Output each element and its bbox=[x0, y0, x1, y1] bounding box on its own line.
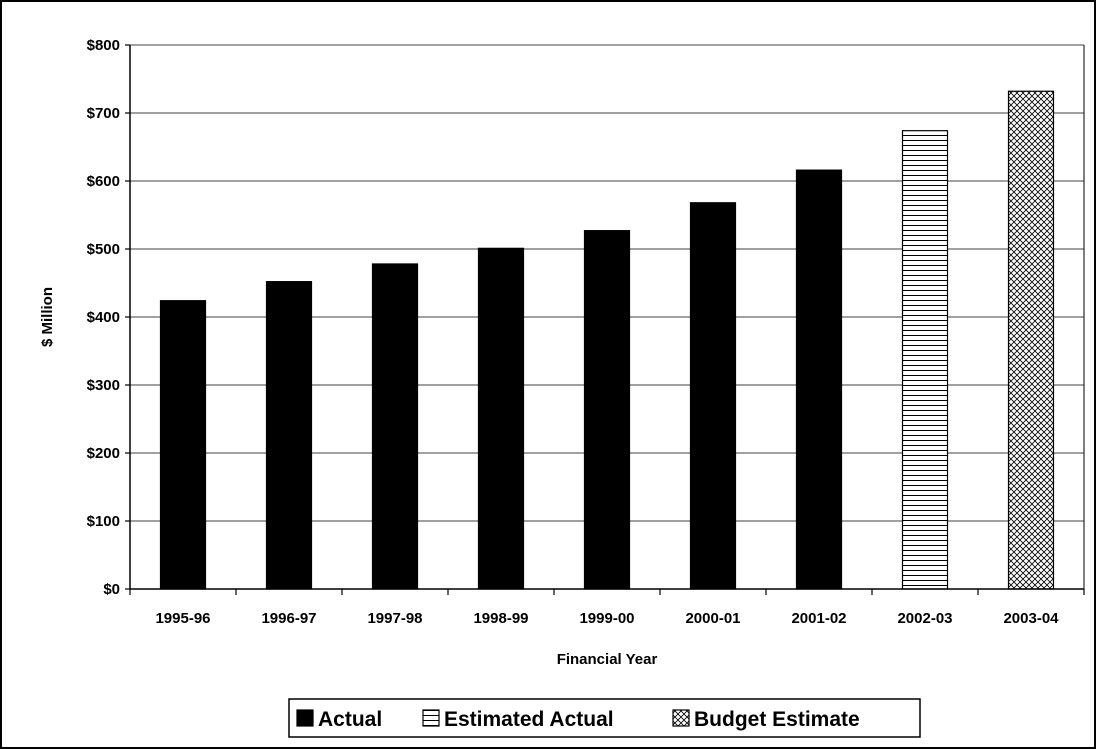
y-tick-label: $700 bbox=[87, 105, 120, 122]
bar-actual bbox=[477, 247, 525, 590]
x-ticks: 1995-96 1996-97 1997-98 1998-99 1999-00 2000-… bbox=[129, 589, 1085, 627]
bars bbox=[159, 90, 1055, 590]
legend-label: Estimated Actual bbox=[444, 708, 614, 731]
x-tick-label: 1995-96 bbox=[155, 610, 210, 627]
y-tick-label: $800 bbox=[87, 37, 120, 54]
x-tick-label: 2002-03 bbox=[897, 610, 952, 627]
bar-actual bbox=[371, 263, 419, 590]
bar-actual bbox=[795, 169, 843, 590]
legend-swatch bbox=[672, 709, 690, 727]
legend-label: Budget Estimate bbox=[694, 708, 860, 731]
y-tick-label: $400 bbox=[87, 309, 120, 326]
legend: Actual Estimated Actual Budget Estimate bbox=[288, 698, 921, 738]
y-axis-title: $ Million bbox=[39, 287, 56, 347]
legend-swatch bbox=[296, 709, 314, 727]
legend-items: Actual Estimated Actual Budget Estimate bbox=[296, 708, 860, 731]
x-tick-label: 1999-00 bbox=[579, 610, 634, 627]
x-tick-label: 2001-02 bbox=[791, 610, 846, 627]
y-tick-label: $100 bbox=[87, 513, 120, 530]
legend-swatch bbox=[422, 709, 440, 727]
bar-estimated-actual bbox=[901, 130, 949, 590]
x-tick-label: 2003-04 bbox=[1003, 610, 1059, 627]
x-tick-label: 2000-01 bbox=[685, 610, 740, 627]
bar-actual bbox=[689, 202, 737, 590]
legend-label: Actual bbox=[318, 708, 382, 731]
y-tick-label: $600 bbox=[87, 173, 120, 190]
bar-actual bbox=[159, 300, 207, 590]
bar-actual bbox=[265, 281, 313, 590]
x-axis-title: Financial Year bbox=[557, 651, 658, 668]
x-tick-label: 1996-97 bbox=[261, 610, 316, 627]
bar-budget-estimate bbox=[1007, 90, 1055, 590]
legend-box bbox=[288, 698, 921, 738]
y-tick-label: $200 bbox=[87, 445, 120, 462]
bar-actual bbox=[583, 230, 631, 590]
x-tick-label: 1997-98 bbox=[367, 610, 422, 627]
x-tick-label: 1998-99 bbox=[473, 610, 528, 627]
y-tick-label: $500 bbox=[87, 241, 120, 258]
y-tick-label: $300 bbox=[87, 377, 120, 394]
y-tick-label: $0 bbox=[103, 581, 120, 598]
y-ticks: $0 $100 $200 $300 $400 $500 $600 $700 $800 bbox=[87, 37, 130, 598]
